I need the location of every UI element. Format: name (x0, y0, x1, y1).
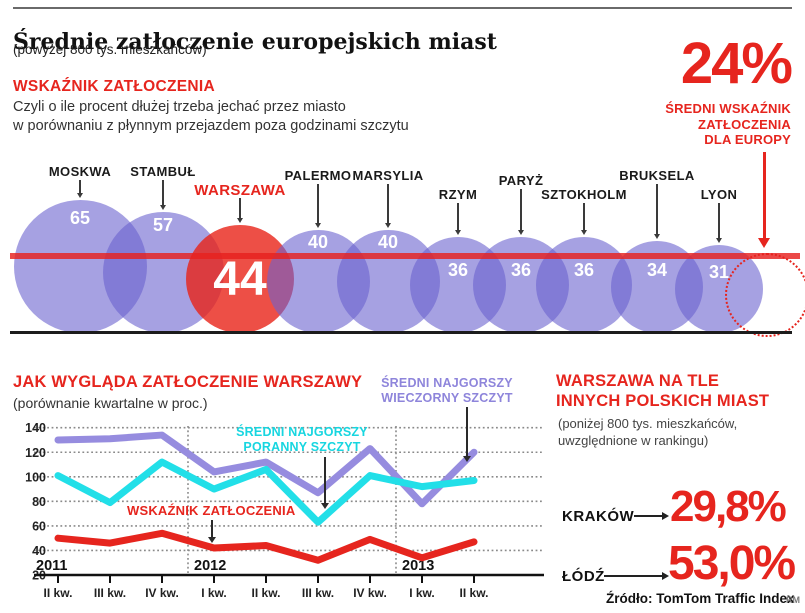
warsaw-chart-subheading: (porównanie kwartalne w proc.) (13, 395, 208, 411)
city-label-sztokholm: SZTOKHOLM (541, 187, 627, 202)
krakow-value: 29,8% (670, 482, 787, 531)
city-label-warszawa: WARSZAWA (194, 182, 286, 199)
bubble-value-rzym: 36 (447, 260, 469, 280)
city-label-rzym: RZYM (438, 187, 478, 202)
panel-heading-line1: WARSZAWA NA TLE (556, 372, 720, 390)
y-tick-label-60: 60 (32, 519, 46, 533)
city-connector-marsylia (387, 184, 389, 223)
city-connector-paryż (520, 189, 522, 230)
city-row-lodz-label: ŁÓDŹ (562, 568, 605, 585)
city-label-moskwa: MOSKWA (48, 164, 112, 179)
lodz-arrow-icon (604, 572, 669, 580)
bubble-value-marsylia: 40 (377, 232, 399, 252)
year-label-2012: 2012 (194, 558, 226, 574)
bubble-value-bruksela: 34 (646, 260, 668, 280)
city-connector-stambuł (162, 180, 164, 205)
city-label-marsylia: MARSYLIA (352, 168, 424, 183)
series-line-1 (54, 458, 478, 526)
y-tick-label-120: 120 (25, 446, 46, 460)
bubble-chart: MOSKWA 65 STAMBUŁ 57 WARSZAWA 44 PALERMO 40 MARS… (0, 0, 805, 350)
credit-text: RM (786, 595, 800, 605)
europe-caption-line2: ZATŁOCZENIA (698, 116, 791, 132)
legend-morning-line2: PORANNY SZCZYT (243, 439, 361, 454)
city-label-paryż: PARYŻ (498, 173, 544, 188)
y-tick-label-100: 100 (25, 470, 46, 484)
x-tick-label-5: III kw. (302, 586, 334, 600)
legend-morning-peak: ŚREDNI NAJGORSZY PORANNY SZCZYT (232, 425, 372, 454)
source-text: Źródło: TomTom Traffic Index (606, 591, 795, 606)
legend-congestion-index: WSKAŹNIK ZATŁOCZENIA (127, 503, 296, 518)
x-tick-label-6: IV kw. (353, 586, 387, 600)
bubble-chart-baseline-black (10, 331, 792, 334)
europe-average-value: 24% (680, 31, 793, 96)
bubble-chart-baseline-red (10, 253, 800, 259)
page-title: Średnie zatłoczenie europejskich miast (13, 28, 497, 55)
europe-average-dashed-circle (725, 253, 805, 337)
bubble-value-paryż: 36 (510, 260, 532, 280)
x-tick-label-3: I kw. (201, 586, 227, 600)
city-connector-lyon (718, 203, 720, 238)
evening-peak-arrow-icon (463, 407, 471, 462)
city-connector-warszawa (239, 198, 241, 218)
panel-heading-line2: INNYCH POLSKICH MIAST (556, 392, 770, 410)
warsaw-line-chart: 20406080100120140II kw.III kw.IV kw.I kw… (25, 421, 544, 600)
europe-caption-line1: ŚREDNI WSKAŹNIK (665, 101, 791, 116)
x-tick-label-1: III kw. (94, 586, 126, 600)
city-connector-sztokholm (583, 203, 585, 230)
x-tick-label-8: II kw. (460, 586, 489, 600)
lodz-value: 53,0% (668, 537, 796, 590)
krakow-arrow-icon (634, 512, 669, 520)
series-line-2 (54, 529, 478, 564)
bubble-value-warszawa: 44 (213, 253, 267, 306)
y-tick-label-40: 40 (32, 544, 46, 558)
bubble-value-stambuł: 57 (152, 215, 174, 235)
europe-average-arrow-icon (758, 152, 770, 248)
y-tick-label-140: 140 (25, 421, 46, 435)
y-tick-label-80: 80 (32, 495, 46, 509)
x-tick-label-4: II kw. (252, 586, 281, 600)
legend-morning-line1: ŚREDNI NAJGORSZY (236, 425, 368, 439)
city-label-stambuł: STAMBUŁ (130, 164, 196, 179)
bubble-value-sztokholm: 36 (573, 260, 595, 280)
city-connector-rzym (457, 203, 459, 230)
x-tick-label-0: II kw. (44, 586, 73, 600)
indicator-heading: WSKAŹNIK ZATŁOCZENIA (13, 78, 216, 95)
morning-peak-arrow-icon (321, 457, 329, 509)
city-row-krakow-label: KRAKÓW (562, 508, 635, 525)
legend-evening-line2: WIECZORNY SZCZYT (381, 390, 513, 405)
europe-caption-line3: DLA EUROPY (704, 132, 791, 147)
legend-evening-peak: ŚREDNI NAJGORSZY WIECZORNY SZCZYT (378, 376, 516, 405)
legend-evening-line1: ŚREDNI NAJGORSZY (381, 376, 513, 390)
city-connector-moskwa (79, 180, 81, 193)
warsaw-chart-heading: JAK WYGLĄDA ZATŁOCZENIE WARSZAWY (13, 373, 363, 391)
panel-subheading-line2: uwzględnione w rankingu) (558, 433, 709, 448)
indicator-description-line1: Czyli o ile procent dłużej trzeba jechać… (13, 99, 346, 115)
indicator-description-line2: w porównaniu z płynnym przejazdem poza g… (13, 118, 409, 134)
year-label-2011: 2011 (36, 558, 67, 574)
europe-average-caption: ŚREDNI WSKAŹNIK ZATŁOCZENIA DLA EUROPY (665, 101, 791, 148)
bubble-value-lyon: 31 (708, 262, 730, 282)
city-label-lyon: LYON (700, 187, 738, 202)
congestion-index-arrow-icon (208, 520, 216, 543)
bubble-value-palermo: 40 (307, 232, 329, 252)
page-subtitle: (powyżej 800 tys. mieszkańców) (13, 42, 207, 57)
city-label-palermo: PALERMO (284, 168, 352, 183)
city-label-bruksela: BRUKSELA (619, 168, 695, 183)
year-label-2013: 2013 (402, 558, 434, 574)
city-connector-palermo (317, 184, 319, 223)
top-rule (13, 7, 792, 9)
x-tick-label-7: I kw. (409, 586, 435, 600)
bubble-value-moskwa: 65 (69, 208, 91, 228)
x-tick-label-2: IV kw. (145, 586, 179, 600)
panel-subheading-line1: (poniżej 800 tys. mieszkańców, (558, 416, 738, 431)
city-connector-bruksela (656, 184, 658, 234)
